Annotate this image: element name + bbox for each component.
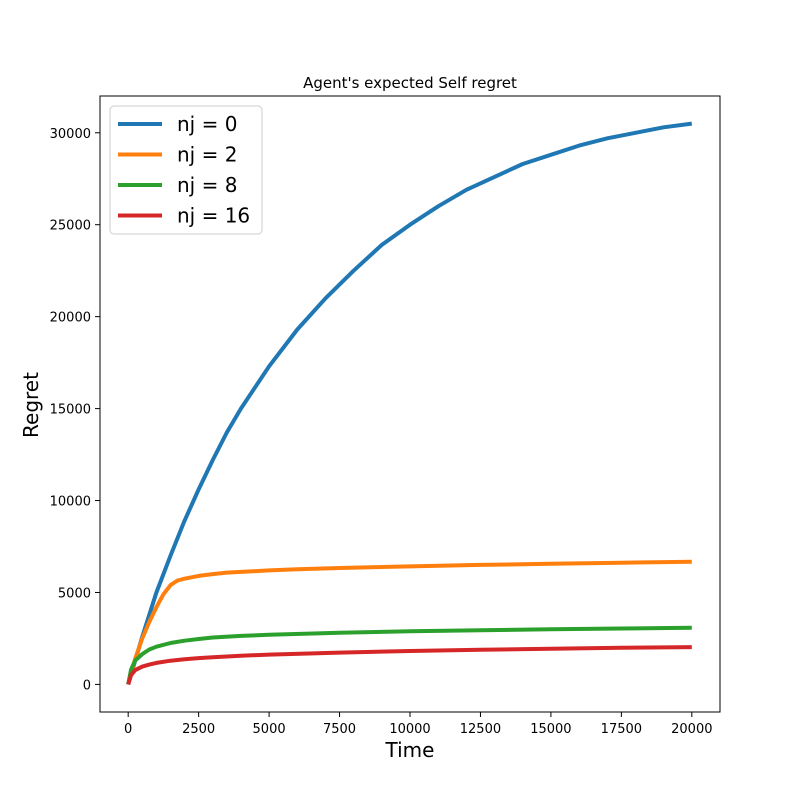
chart-title: Agent's expected Self regret [303,74,517,92]
series-line-1 [126,559,692,685]
x-axis-title: Time [385,738,435,762]
legend-label-3: nj = 16 [177,204,250,228]
x-tick-label: 17500 [601,722,642,737]
series-line-2 [126,625,692,685]
y-tick-label: 20000 [50,311,91,326]
y-tick-label: 25000 [50,219,91,234]
legend-label-2: nj = 8 [177,173,237,197]
y-tick-label: 10000 [50,495,91,510]
plot-lines [126,121,693,685]
x-tick-label: 2500 [182,722,215,737]
x-tick-label: 10000 [389,722,430,737]
legend-box [109,105,263,235]
y-tick-label: 15000 [50,403,91,418]
x-tick-label: 15000 [530,722,571,737]
x-axis: 0 2500 5000 7500 10000 12500 15000 17500 20000 [124,712,712,737]
legend: nj = 0 nj = 2 nj = 8 nj = 16 [109,105,263,235]
x-tick-label: 20000 [671,722,712,737]
legend-label-0: nj = 0 [177,112,237,136]
y-tick-label: 30000 [50,127,91,142]
series-line-0 [126,121,693,685]
legend-label-1: nj = 2 [177,143,237,167]
y-tick-label: 5000 [58,586,91,601]
series-line-3 [126,645,692,685]
x-tick-label: 12500 [460,722,501,737]
y-tick-label: 0 [83,678,91,693]
y-axis-title: Regret [19,372,43,438]
x-tick-label: 0 [124,722,132,737]
x-tick-label: 5000 [253,722,286,737]
y-axis: 0 5000 10000 15000 20000 25000 30000 [50,127,100,693]
x-tick-label: 7500 [323,722,356,737]
